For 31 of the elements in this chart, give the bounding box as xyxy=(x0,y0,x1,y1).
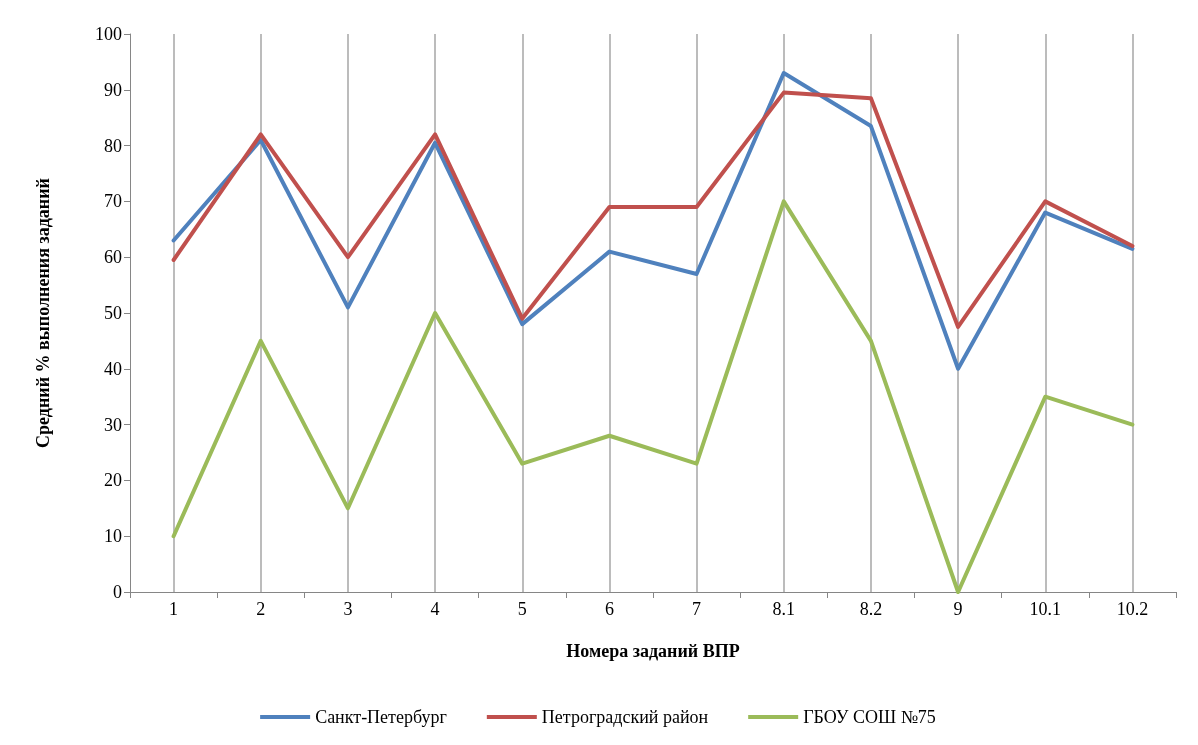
x-tick-label: 9 xyxy=(953,599,963,619)
x-tick-label: 8.2 xyxy=(859,599,883,619)
y-tick-label: 0 xyxy=(113,582,122,602)
y-tick-label: 50 xyxy=(104,303,122,323)
x-tick-label: 2 xyxy=(256,599,266,619)
y-tick-label: 90 xyxy=(104,79,122,100)
legend-label: Санкт-Петербург xyxy=(315,707,447,727)
x-tick-label: 5 xyxy=(517,599,527,619)
line-series xyxy=(171,199,1135,594)
x-tick-label: 4 xyxy=(430,599,440,619)
y-tick-label: 10 xyxy=(104,526,122,547)
x-tick-label: 8.1 xyxy=(772,599,795,619)
legend-label: ГБОУ СОШ №75 xyxy=(803,707,936,727)
line-series xyxy=(171,90,1135,329)
y-tick-label: 80 xyxy=(104,135,122,156)
y-axis-title: Средний % выполнения заданий xyxy=(33,178,53,448)
y-tick-label: 100 xyxy=(95,24,122,44)
y-tick-label: 60 xyxy=(104,247,122,268)
x-tick-label: 10.1 xyxy=(1029,599,1061,619)
legend-label: Петроградский район xyxy=(541,707,709,727)
x-tick-label: 10.2 xyxy=(1116,599,1149,619)
line-series xyxy=(171,71,1135,371)
y-tick-label: 20 xyxy=(104,470,122,491)
x-tick-label: 6 xyxy=(604,599,614,619)
x-tick-label: 1 xyxy=(169,599,179,619)
y-tick-label: 40 xyxy=(104,358,122,379)
x-tick-label: 3 xyxy=(343,599,353,619)
y-tick-label: 30 xyxy=(104,414,122,435)
x-axis-title: Номера заданий ВПР xyxy=(566,641,740,661)
y-tick-label: 70 xyxy=(104,191,122,212)
x-tick-label: 7 xyxy=(692,599,702,619)
